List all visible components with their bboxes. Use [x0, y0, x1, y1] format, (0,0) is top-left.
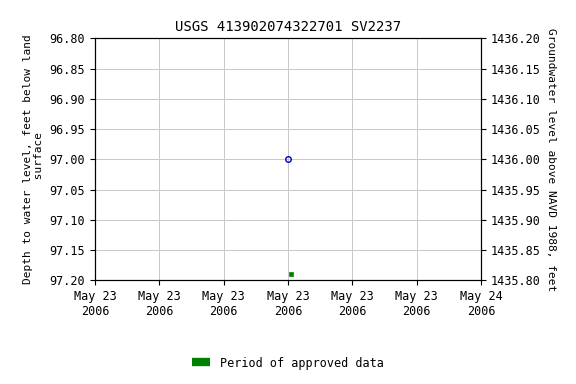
Y-axis label: Depth to water level, feet below land
 surface: Depth to water level, feet below land su… [22, 35, 44, 284]
Legend: Period of approved data: Period of approved data [188, 352, 388, 374]
Title: USGS 413902074322701 SV2237: USGS 413902074322701 SV2237 [175, 20, 401, 35]
Y-axis label: Groundwater level above NAVD 1988, feet: Groundwater level above NAVD 1988, feet [546, 28, 556, 291]
